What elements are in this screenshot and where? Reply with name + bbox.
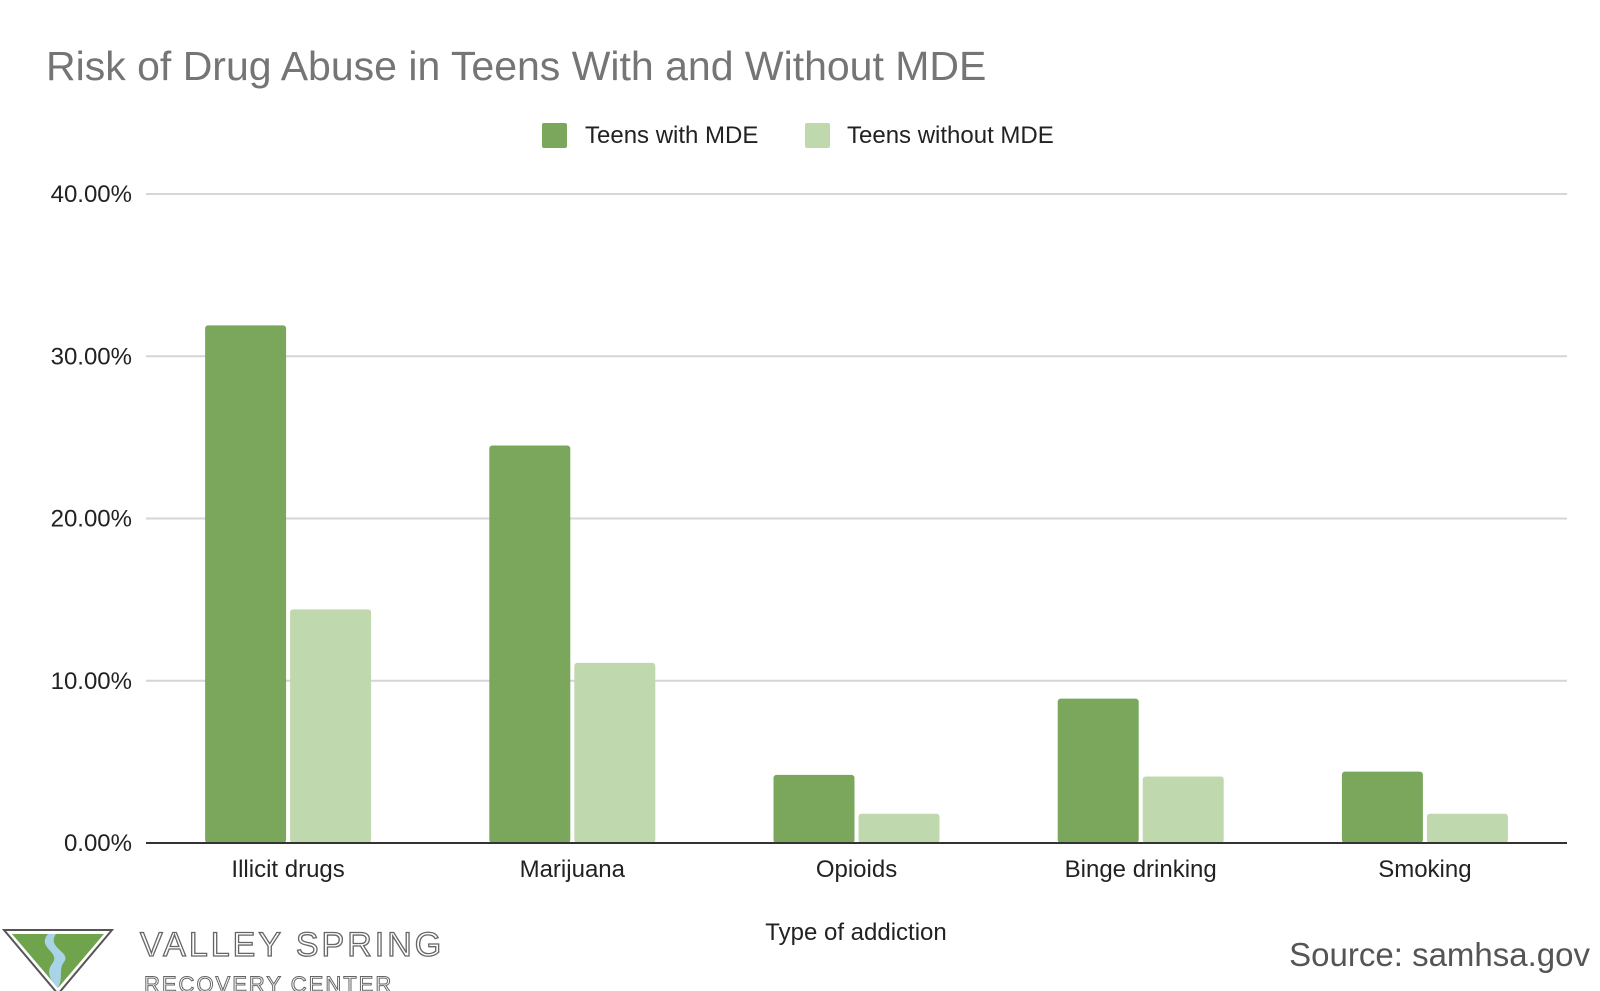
gridlines (146, 193, 1567, 682)
x-axis-title: Type of addiction (765, 919, 946, 946)
x-category-label: Marijuana (520, 856, 626, 883)
bars (205, 325, 1508, 843)
y-axis-ticks: 0.00% 10.00% 20.00% 30.00% 40.00% (51, 181, 132, 857)
bar-with-mde (1057, 698, 1139, 843)
legend-swatch-teens-with-mde (542, 123, 567, 148)
legend-label-teens-without-mde: Teens without MDE (847, 122, 1054, 149)
bar-without-mde (1142, 776, 1224, 843)
bar-without-mde (574, 662, 656, 843)
x-category-label: Smoking (1378, 856, 1471, 883)
logo-name: VALLEY SPRING (140, 926, 444, 964)
y-tick-label: 30.00% (51, 343, 132, 370)
bar-with-mde (773, 774, 855, 843)
y-tick-label: 20.00% (51, 506, 132, 533)
y-tick-label: 10.00% (51, 668, 132, 695)
y-tick-label: 40.00% (51, 181, 132, 208)
legend-swatch-teens-without-mde (805, 123, 830, 148)
x-category-label: Opioids (816, 856, 897, 883)
source-citation: Source: samhsa.gov (1289, 936, 1590, 973)
bar-with-mde (1341, 771, 1423, 843)
bar-with-mde (205, 325, 287, 843)
y-tick-label: 0.00% (64, 830, 132, 857)
bar-without-mde (290, 609, 372, 843)
chart-title: Risk of Drug Abuse in Teens With and Wit… (46, 43, 986, 89)
logo-river-icon (44, 934, 66, 988)
legend: Teens with MDE Teens without MDE (542, 122, 1054, 149)
x-category-label: Binge drinking (1065, 856, 1217, 883)
bar-without-mde (858, 813, 940, 843)
x-category-label: Illicit drugs (231, 856, 344, 883)
logo-subtitle: RECOVERY CENTER (144, 972, 393, 991)
bar-with-mde (489, 445, 571, 843)
legend-label-teens-with-mde: Teens with MDE (585, 122, 758, 149)
bar-without-mde (1426, 813, 1508, 843)
valley-spring-logo: VALLEY SPRING RECOVERY CENTER (1, 925, 444, 991)
x-axis-category-labels: Illicit drugs Marijuana Opioids Binge drink… (231, 856, 1471, 883)
